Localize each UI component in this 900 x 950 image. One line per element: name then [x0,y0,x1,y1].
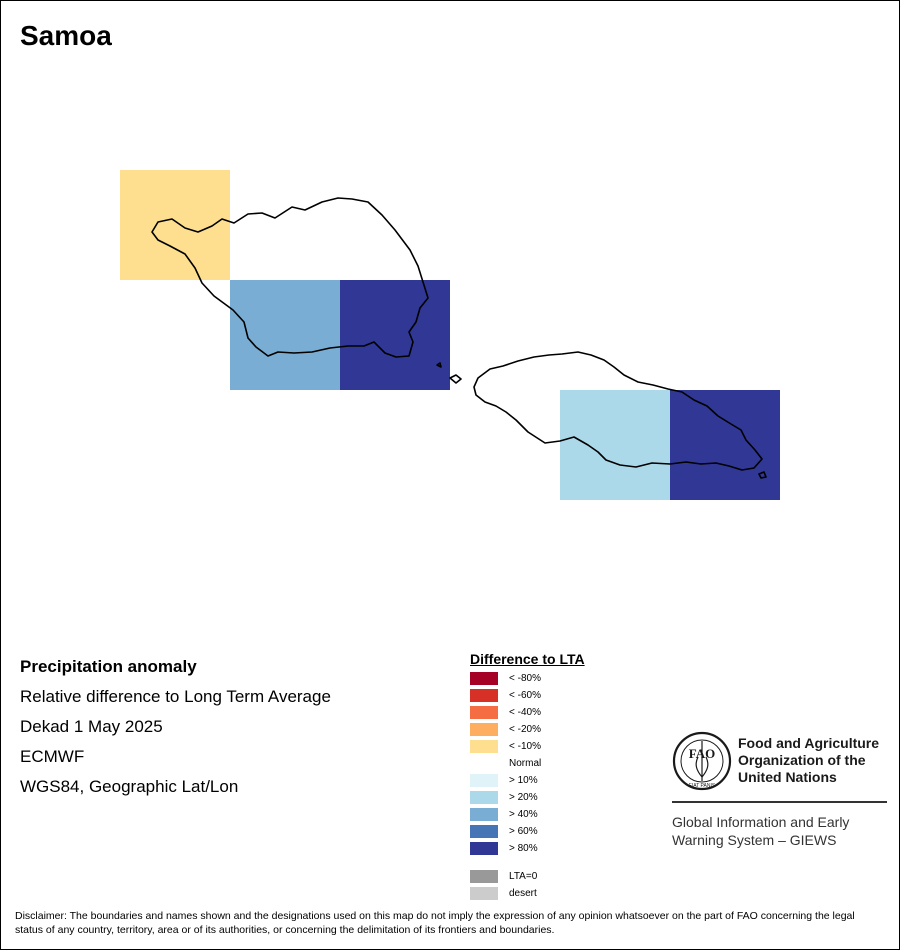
legend-label: > 20% [509,791,538,803]
anomaly-grid [120,170,780,500]
savaii-island-outline [151,197,429,358]
grid-cell-se-savaii [340,280,450,390]
grid-cell-w-upolu [560,390,670,500]
legend-swatch [470,869,498,883]
grid-cell-e-upolu [670,390,780,500]
anomaly-period: Dekad 1 May 2025 [20,717,163,736]
legend-item: < -20% [470,722,541,736]
eastern-islet-outline [758,471,767,479]
giews-line2: Warning System – GIEWS [672,832,837,848]
legend-label: > 40% [509,808,538,820]
giews-line1: Global Information and Early [672,814,850,830]
fao-organization-name: Food and Agriculture Organization of the… [738,735,879,786]
legend-label: > 80% [509,842,538,854]
legend-label: < -60% [509,689,541,701]
legend-item: > 40% [470,807,538,821]
fao-logo: FAO FIAT PANIS [672,731,732,791]
legend-item: < -80% [470,671,541,685]
fao-name-line2: Organization of the [738,752,866,768]
legend-label: < -80% [509,672,541,684]
anomaly-heading: Precipitation anomaly [20,657,197,676]
legend-item: > 80% [470,841,538,855]
disclaimer-text: Disclaimer: The boundaries and names sho… [15,910,855,936]
legend-title: Difference to LTA [470,651,585,667]
legend-item-special: desert [470,886,537,900]
legend-swatch [470,671,498,685]
legend-swatch [470,807,498,821]
legend-swatch [470,841,498,855]
legend-label: > 10% [509,774,538,786]
anomaly-source: ECMWF [20,747,85,766]
legend-swatch [470,756,498,770]
grid-cell-nw-savaii [120,170,230,280]
legend-swatch [470,739,498,753]
anomaly-description: Relative difference to Long Term Average [20,687,331,706]
legend-label: > 60% [509,825,538,837]
branding-divider [672,801,887,803]
legend-item: > 60% [470,824,538,838]
legend-label: desert [509,887,537,899]
legend-item: < -40% [470,705,541,719]
grid-cell-sw-savaii [230,280,340,390]
map-title: Samoa [20,20,112,51]
legend-swatch [470,722,498,736]
legend-swatch [470,824,498,838]
legend-item: Normal [470,756,541,770]
legend-swatch [470,705,498,719]
fao-logo-letters: FAO [689,746,715,761]
manono-islet-outline [436,362,442,368]
legend-swatch [470,688,498,702]
legend-item: > 10% [470,773,538,787]
fao-name-line3: United Nations [738,769,837,785]
giews-label: Global Information and Early Warning Sys… [672,813,849,849]
legend-item-special: LTA=0 [470,869,537,883]
fao-name-line1: Food and Agriculture [738,735,880,751]
upolu-island-outline [473,351,763,471]
fao-logo-motto: FIAT PANIS [689,783,716,789]
legend-label: Normal [509,757,542,769]
map-projection: WGS84, Geographic Lat/Lon [20,777,239,796]
coastlines [151,197,767,479]
legend-label: < -10% [509,740,541,752]
legend-label: < -20% [509,723,541,735]
apolima-islet-outline [449,374,462,384]
legend-item: > 20% [470,790,538,804]
legend-label: < -40% [509,706,541,718]
legend-swatch [470,886,498,900]
legend-label: LTA=0 [509,870,538,882]
legend-item: < -10% [470,739,541,753]
legend-swatch [470,773,498,787]
legend-item: < -60% [470,688,541,702]
legend-swatch [470,790,498,804]
